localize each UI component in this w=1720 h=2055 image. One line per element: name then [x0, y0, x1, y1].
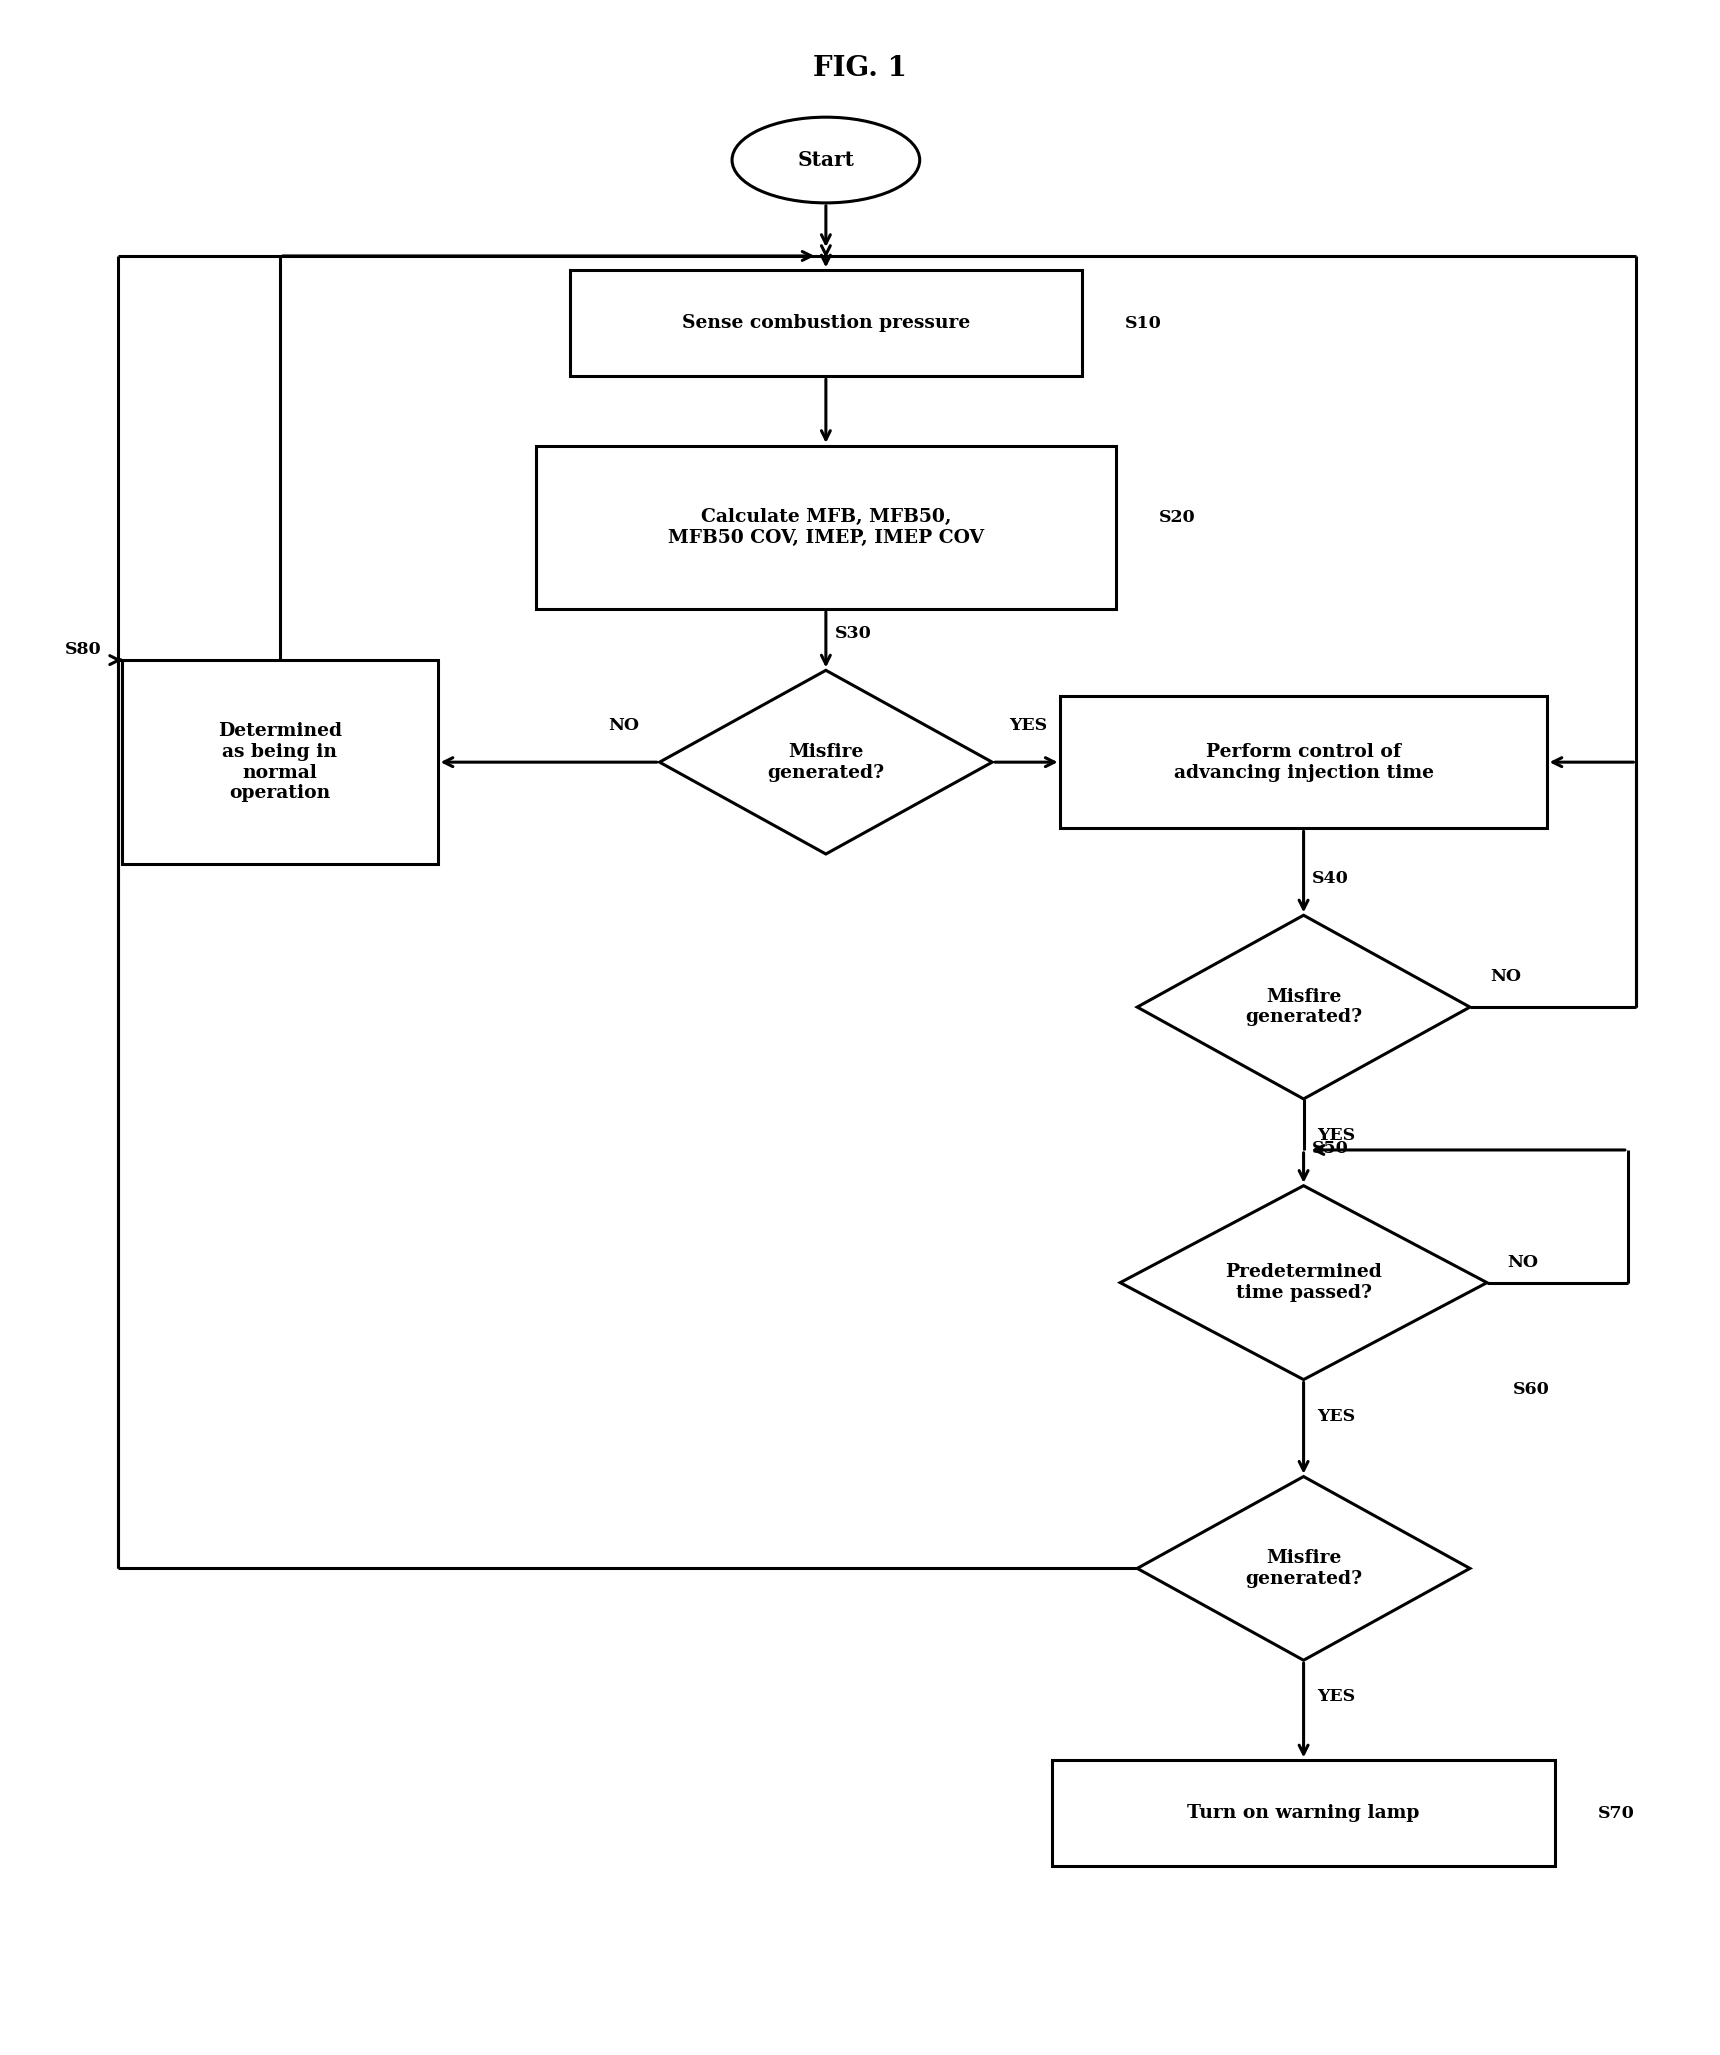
Text: Predetermined
time passed?: Predetermined time passed?: [1225, 1264, 1383, 1303]
Text: Misfire
generated?: Misfire generated?: [1245, 1549, 1362, 1589]
Text: Determined
as being in
normal
operation: Determined as being in normal operation: [218, 721, 342, 801]
Text: S50: S50: [1312, 1141, 1348, 1157]
Text: S40: S40: [1312, 869, 1348, 888]
Text: S20: S20: [1159, 510, 1195, 526]
Text: Perform control of
advancing injection time: Perform control of advancing injection t…: [1173, 742, 1433, 781]
Text: Calculate MFB, MFB50,
MFB50 COV, IMEP, IMEP COV: Calculate MFB, MFB50, MFB50 COV, IMEP, I…: [667, 508, 984, 547]
Text: Misfire
generated?: Misfire generated?: [1245, 988, 1362, 1028]
Text: S10: S10: [1125, 314, 1161, 331]
Text: Start: Start: [798, 150, 855, 171]
Text: YES: YES: [1318, 1689, 1355, 1706]
Text: S60: S60: [1512, 1381, 1550, 1397]
Text: NO: NO: [1507, 1254, 1538, 1270]
Text: NO: NO: [609, 717, 640, 734]
Text: Misfire
generated?: Misfire generated?: [767, 742, 884, 781]
Text: S30: S30: [834, 625, 872, 641]
Text: YES: YES: [1010, 717, 1047, 734]
Text: YES: YES: [1318, 1128, 1355, 1145]
Text: NO: NO: [1491, 968, 1522, 984]
Text: S80: S80: [65, 641, 101, 658]
Text: FIG. 1: FIG. 1: [814, 55, 906, 82]
Text: S70: S70: [1598, 1804, 1634, 1823]
Text: YES: YES: [1318, 1408, 1355, 1424]
Text: Turn on warning lamp: Turn on warning lamp: [1187, 1804, 1419, 1823]
Text: Sense combustion pressure: Sense combustion pressure: [681, 314, 970, 333]
